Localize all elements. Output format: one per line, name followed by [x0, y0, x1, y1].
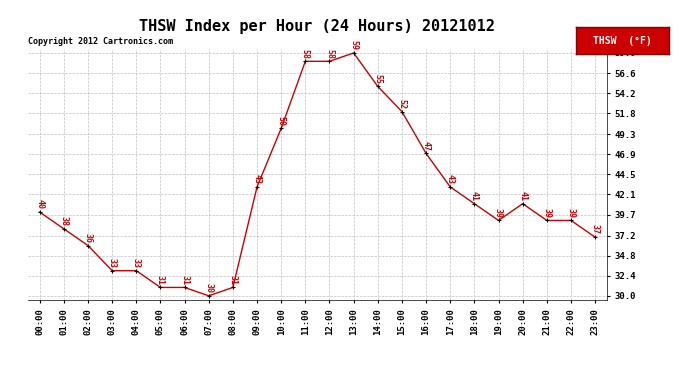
Text: THSW Index per Hour (24 Hours) 20121012: THSW Index per Hour (24 Hours) 20121012 [139, 19, 495, 34]
Text: 38: 38 [59, 216, 68, 226]
Text: 41: 41 [518, 191, 527, 201]
Text: 40: 40 [35, 199, 44, 209]
Text: 39: 39 [542, 208, 551, 218]
Text: 31: 31 [156, 274, 165, 285]
Text: 52: 52 [397, 99, 406, 109]
Text: 47: 47 [422, 141, 431, 151]
Text: 55: 55 [373, 74, 382, 84]
Text: 33: 33 [108, 258, 117, 268]
Text: THSW  (°F): THSW (°F) [593, 36, 652, 46]
Text: 39: 39 [566, 208, 575, 218]
Text: Copyright 2012 Cartronics.com: Copyright 2012 Cartronics.com [28, 38, 172, 46]
Text: 59: 59 [349, 40, 358, 50]
Text: 37: 37 [591, 224, 600, 234]
Text: 43: 43 [253, 174, 262, 184]
Text: 41: 41 [470, 191, 479, 201]
Text: 58: 58 [301, 48, 310, 58]
Text: 33: 33 [132, 258, 141, 268]
Text: 50: 50 [277, 116, 286, 126]
Text: 30: 30 [204, 283, 213, 293]
Text: 43: 43 [446, 174, 455, 184]
Text: 31: 31 [180, 274, 189, 285]
Text: 31: 31 [228, 274, 237, 285]
Text: 58: 58 [325, 48, 334, 58]
Text: 36: 36 [83, 233, 92, 243]
Text: 39: 39 [494, 208, 503, 218]
